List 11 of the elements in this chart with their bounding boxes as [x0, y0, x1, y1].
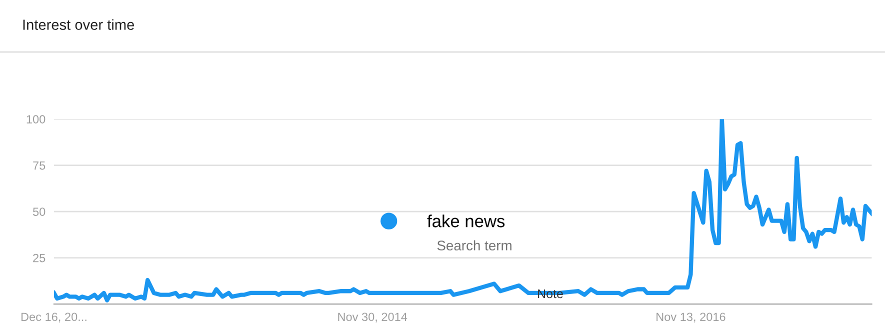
- y-tick-label: 25: [33, 254, 46, 262]
- legend-label: fake news: [427, 214, 505, 228]
- x-tick-label: Dec 16, 20...: [21, 312, 86, 322]
- annotation: Search term: [437, 240, 512, 250]
- x-tick-label: Nov 30, 2014: [338, 312, 408, 322]
- chart-title: Interest over time: [23, 19, 134, 30]
- y-tick-label: 75: [33, 161, 46, 170]
- y-tick-label: 100: [26, 115, 46, 124]
- line-series: [54, 119, 872, 302]
- x-tick-label: Nov 13, 2016: [656, 312, 726, 322]
- y-tick-label: 50: [32, 208, 46, 216]
